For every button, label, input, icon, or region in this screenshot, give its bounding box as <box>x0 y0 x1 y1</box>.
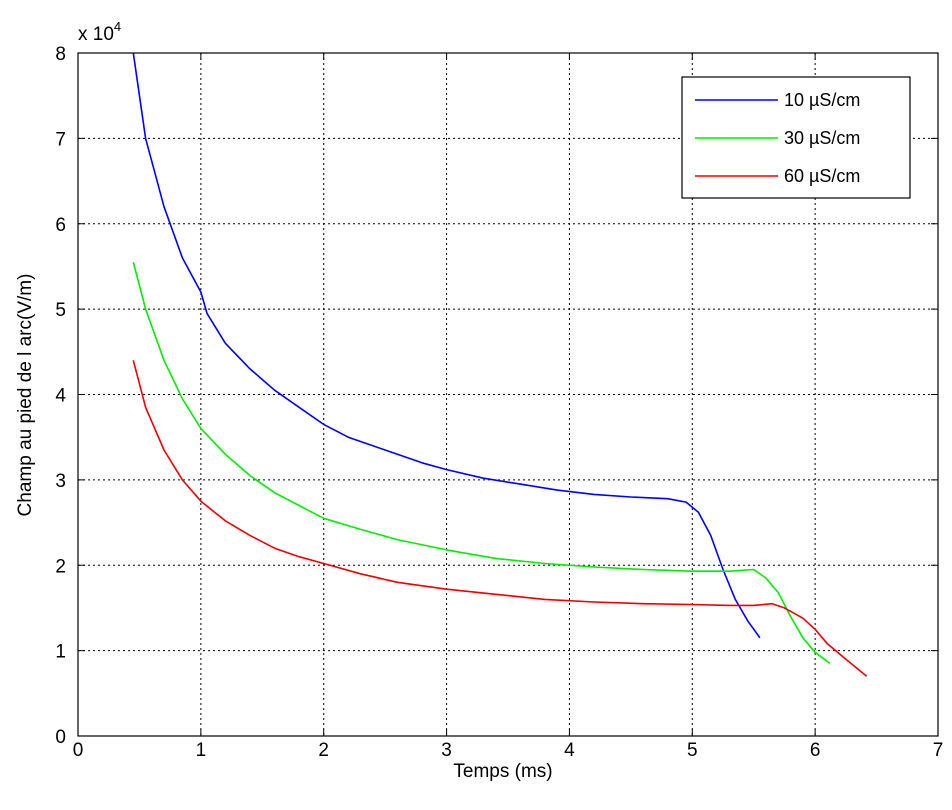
y-tick-label: 0 <box>55 727 66 748</box>
y-scale-label: x 104 <box>78 19 121 45</box>
x-tick-label: 1 <box>196 740 207 761</box>
x-tick-label: 0 <box>73 740 84 761</box>
y-tick-label: 6 <box>55 215 66 236</box>
legend-label-2: 30 µS/cm <box>784 128 860 148</box>
tick-labels: 0 1 2 3 4 5 6 7 0 1 2 3 4 5 6 7 8 <box>55 44 943 761</box>
y-tick-label: 7 <box>55 129 66 150</box>
y-axis-label: Champ au pied de l arc(V/m) <box>15 274 36 517</box>
x-tick-label: 4 <box>564 740 575 761</box>
x-tick-label: 7 <box>933 740 944 761</box>
series-layer <box>132 52 868 677</box>
y-tick-label: 5 <box>55 300 66 321</box>
x-tick-label: 6 <box>810 740 821 761</box>
x-tick-label: 2 <box>318 740 329 761</box>
y-tick-label: 3 <box>55 471 66 492</box>
y-tick-label: 2 <box>55 556 66 577</box>
y-tick-label: 1 <box>55 642 66 663</box>
legend-label-3: 60 µS/cm <box>784 166 860 186</box>
axis-ticks <box>77 52 939 737</box>
y-tick-label: 8 <box>55 44 66 65</box>
series-line-1 <box>132 52 761 639</box>
series-line-2 <box>132 261 831 665</box>
x-axis-label: Temps (ms) <box>453 761 552 782</box>
legend-label-1: 10 µS/cm <box>784 90 860 110</box>
x-tick-label: 5 <box>687 740 698 761</box>
series-line-3 <box>132 360 868 677</box>
y-tick-label: 4 <box>55 386 66 407</box>
legend: 10 µS/cm 30 µS/cm 60 µS/cm <box>681 76 911 199</box>
x-tick-label: 3 <box>441 740 452 761</box>
